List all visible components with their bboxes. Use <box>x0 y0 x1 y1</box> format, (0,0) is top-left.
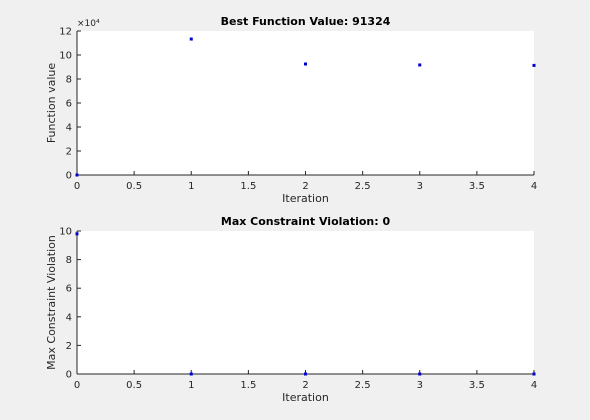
chart-title: Max Constraint Violation: 0 <box>221 215 391 228</box>
x-tick-label: 1 <box>188 380 194 391</box>
y-tick-label: 0 <box>66 171 72 182</box>
x-tick-label: 1 <box>188 181 194 192</box>
plot-area <box>77 231 534 374</box>
point <box>75 173 79 177</box>
y-tick-label: 8 <box>66 75 72 86</box>
y-tick-label: 4 <box>66 312 72 323</box>
y-tick-label: 2 <box>66 341 72 352</box>
y-tick-label: 2 <box>66 147 72 158</box>
y-exponent: ×10⁴ <box>77 19 100 29</box>
point <box>304 372 307 376</box>
y-tick-label: 6 <box>66 99 72 110</box>
y-tick-label: 10 <box>59 227 72 238</box>
point <box>75 232 79 236</box>
x-axis-label: Iteration <box>282 192 329 205</box>
x-tick-label: 0.5 <box>126 380 142 391</box>
y-tick-label: 12 <box>59 27 72 38</box>
x-tick-label: 3 <box>417 181 423 192</box>
y-axis-label: Function value <box>45 63 58 144</box>
y-tick-label: 0 <box>66 370 72 381</box>
x-axis-label: Iteration <box>282 391 329 404</box>
plot-area <box>77 31 534 175</box>
point <box>189 372 193 376</box>
x-tick-label: 2.5 <box>355 181 371 192</box>
x-tick-label: 2.5 <box>355 380 371 391</box>
x-tick-label: 0 <box>74 181 80 192</box>
x-tick-label: 0.5 <box>126 181 142 192</box>
x-tick-label: 2 <box>302 380 308 391</box>
y-tick-label: 6 <box>66 284 72 295</box>
y-tick-label: 4 <box>66 123 72 134</box>
x-tick-label: 4 <box>531 380 537 391</box>
point <box>532 372 536 376</box>
x-tick-label: 3.5 <box>469 380 485 391</box>
chart-title: Best Function Value: 91324 <box>221 15 391 28</box>
point <box>418 372 422 376</box>
point <box>304 62 307 66</box>
x-tick-label: 0 <box>74 380 80 391</box>
point <box>418 63 422 67</box>
x-tick-label: 1.5 <box>240 380 256 391</box>
x-tick-label: 2 <box>302 181 308 192</box>
point <box>189 37 193 41</box>
y-tick-label: 10 <box>59 51 72 62</box>
x-tick-label: 4 <box>531 181 537 192</box>
y-tick-label: 8 <box>66 255 72 266</box>
y-axis-label: Max Constraint Violation <box>45 235 58 370</box>
x-tick-label: 3.5 <box>469 181 485 192</box>
point <box>532 63 536 67</box>
x-tick-label: 3 <box>417 380 423 391</box>
x-tick-label: 1.5 <box>240 181 256 192</box>
